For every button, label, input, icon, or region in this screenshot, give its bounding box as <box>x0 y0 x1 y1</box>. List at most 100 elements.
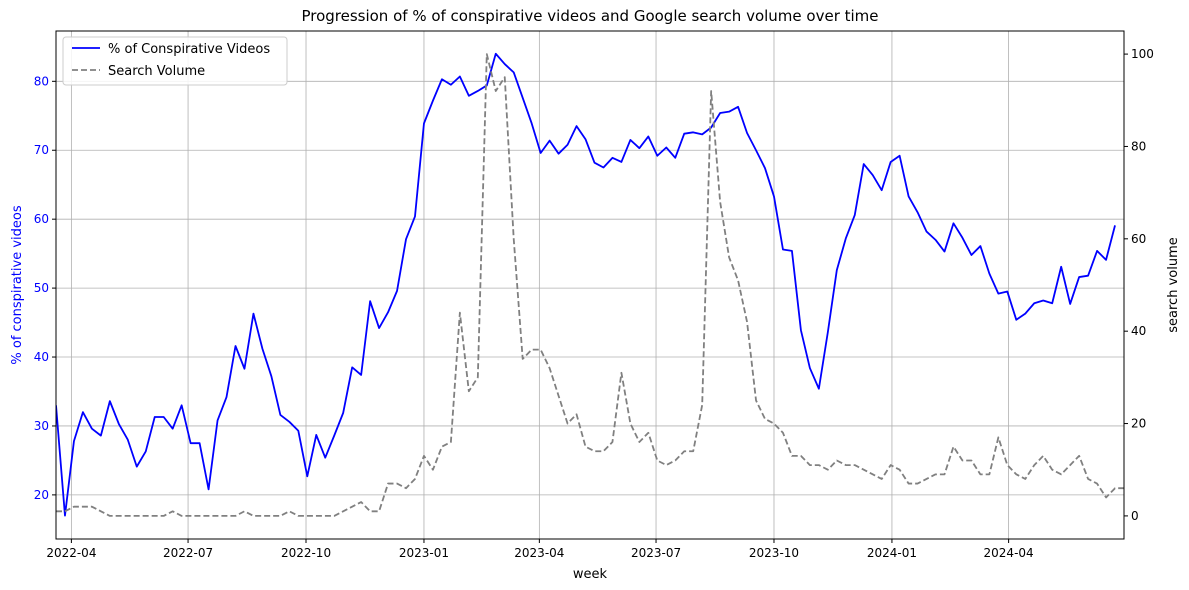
data-point <box>871 174 874 177</box>
data-point <box>844 237 847 240</box>
data-point <box>1060 473 1063 476</box>
data-point <box>755 149 758 152</box>
data-point <box>701 404 704 407</box>
data-point <box>252 514 255 517</box>
data-point <box>449 83 452 86</box>
right-tick-label: 60 <box>1131 232 1146 246</box>
data-point <box>180 404 183 407</box>
x-tick-label: 2024-01 <box>867 546 917 560</box>
data-point <box>844 464 847 467</box>
x-tick-label: 2022-04 <box>46 546 96 560</box>
data-point <box>117 422 120 425</box>
data-point <box>674 156 677 159</box>
data-point <box>979 245 982 248</box>
data-point <box>1114 487 1117 490</box>
data-point <box>378 327 381 330</box>
data-point <box>1024 312 1027 315</box>
data-point <box>781 431 784 434</box>
data-point <box>378 510 381 513</box>
data-point <box>943 250 946 253</box>
data-point <box>1051 302 1054 305</box>
data-point <box>431 468 434 471</box>
data-point <box>889 160 892 163</box>
data-point <box>737 279 740 282</box>
data-point <box>943 473 946 476</box>
data-point <box>826 468 829 471</box>
right-tick-label: 0 <box>1131 509 1139 523</box>
left-y-axis: 20 30 40 50 60 70 80 <box>34 74 56 502</box>
data-point <box>261 347 264 350</box>
x-tick-label: 2023-10 <box>749 546 799 560</box>
right-y-axis: 0 20 40 60 80 100 <box>1124 47 1154 523</box>
data-point <box>593 161 596 164</box>
data-point <box>234 514 237 517</box>
data-point <box>243 367 246 370</box>
data-point <box>431 99 434 102</box>
data-point <box>108 400 111 403</box>
data-point <box>1006 464 1009 467</box>
data-point <box>422 454 425 457</box>
legend: % of Conspirative Videos Search Volume <box>62 36 288 86</box>
x-axis-label: week <box>573 567 608 582</box>
data-point <box>467 390 470 393</box>
data-point <box>288 510 291 513</box>
data-point <box>333 514 336 517</box>
data-point <box>396 289 399 292</box>
series-layer <box>56 52 1124 517</box>
data-point <box>575 413 578 416</box>
data-point <box>997 436 1000 439</box>
data-point <box>485 53 488 56</box>
data-point <box>63 510 66 513</box>
data-point <box>449 441 452 444</box>
data-point <box>781 248 784 251</box>
data-point <box>171 427 174 430</box>
data-point <box>647 135 650 138</box>
data-point <box>225 396 228 399</box>
data-point <box>817 387 820 390</box>
data-point <box>440 78 443 81</box>
data-point <box>270 514 273 517</box>
left-tick-label: 60 <box>34 212 49 226</box>
data-point <box>880 477 883 480</box>
data-point <box>584 138 587 141</box>
data-point <box>683 450 686 453</box>
data-point <box>387 482 390 485</box>
data-point <box>539 152 542 155</box>
data-point <box>1006 290 1009 293</box>
data-point <box>1087 274 1090 277</box>
data-point <box>72 440 75 443</box>
data-point <box>1096 482 1099 485</box>
left-y-axis-label: % of conspirative videos <box>10 205 25 364</box>
data-point <box>772 422 775 425</box>
data-point <box>934 473 937 476</box>
data-point <box>835 459 838 462</box>
data-point <box>405 487 408 490</box>
data-point <box>521 357 524 360</box>
data-point <box>1069 302 1072 305</box>
data-point <box>360 373 363 376</box>
data-point <box>907 482 910 485</box>
data-point <box>665 464 668 467</box>
data-point <box>997 292 1000 295</box>
data-point <box>476 376 479 379</box>
left-tick-label: 80 <box>34 74 49 88</box>
x-tick-label: 2024-04 <box>984 546 1034 560</box>
data-point <box>530 348 533 351</box>
data-point <box>808 367 811 370</box>
data-point <box>611 156 614 159</box>
data-point <box>692 450 695 453</box>
data-point <box>189 442 192 445</box>
data-point <box>575 125 578 128</box>
data-point <box>189 514 192 517</box>
data-point <box>351 366 354 369</box>
data-point <box>360 501 363 504</box>
data-point <box>135 514 138 517</box>
data-point <box>440 445 443 448</box>
data-point <box>207 488 210 491</box>
data-point <box>557 152 560 155</box>
data-point <box>1114 224 1117 227</box>
data-point <box>252 312 255 315</box>
data-point <box>557 394 560 397</box>
